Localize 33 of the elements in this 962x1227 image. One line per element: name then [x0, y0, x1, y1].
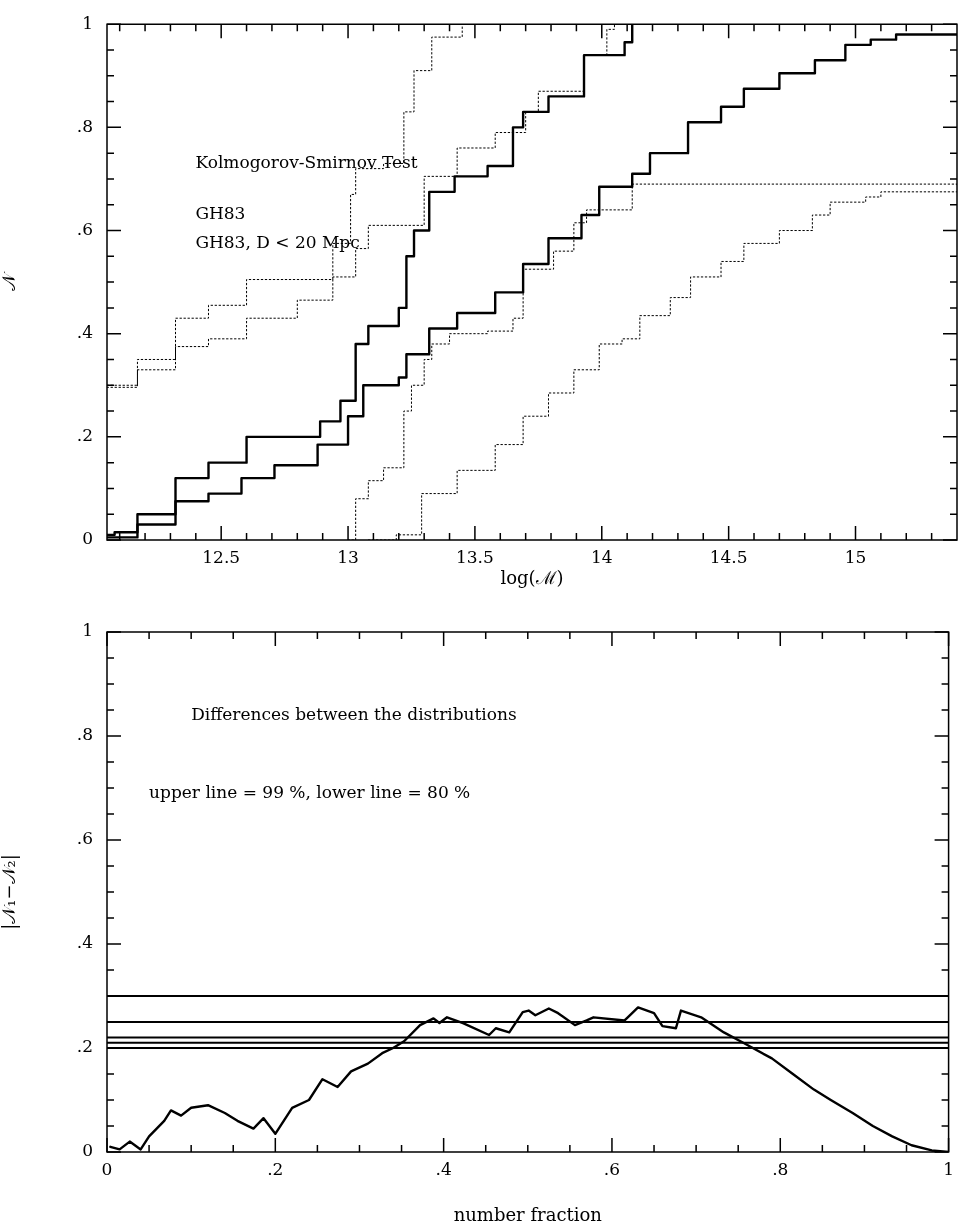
annotation: GH83: [195, 203, 246, 224]
x-tick-label: .8: [772, 1158, 789, 1179]
y-tick-label: 1: [82, 12, 93, 33]
x-tick-label: .2: [267, 1158, 284, 1179]
y-tick-label: .8: [76, 115, 93, 136]
y-tick-label: .2: [76, 1036, 93, 1057]
y-tick-label: .2: [76, 425, 93, 446]
x-axis-title: log(ℳ): [500, 566, 564, 588]
x-axis-title: number fraction: [453, 1203, 603, 1225]
y-tick-label: 0: [82, 1140, 93, 1161]
y-tick-label: 0: [82, 528, 93, 549]
annotation: GH83, D < 20 Mpc: [195, 231, 360, 252]
y-tick-label: .4: [76, 322, 93, 343]
y-axis-title: |𝒩₁−𝒩₂|: [0, 854, 21, 930]
y-axis-title: 𝒩: [0, 270, 20, 291]
x-tick-label: 14.5: [709, 546, 748, 567]
y-tick-label: .6: [76, 218, 93, 239]
x-tick-label: 12.5: [202, 546, 241, 567]
y-tick-label: .8: [76, 724, 93, 745]
y-tick-label: .4: [76, 932, 93, 953]
y-tick-label: .6: [76, 828, 93, 849]
x-tick-label: .6: [603, 1158, 621, 1179]
x-tick-label: .4: [435, 1158, 452, 1179]
x-tick-label: 0: [101, 1158, 113, 1179]
x-tick-label: 13.5: [455, 546, 494, 567]
x-tick-label: 14: [590, 546, 613, 567]
x-tick-label: 13: [337, 546, 359, 567]
x-tick-label: 1: [943, 1158, 955, 1179]
y-tick-label: 1: [82, 620, 93, 641]
annotation: Differences between the distributions: [191, 703, 517, 724]
annotation: Kolmogorov-Smirnov Test: [195, 151, 418, 172]
annotation: upper line = 99 %, lower line = 80 %: [149, 781, 471, 802]
x-tick-label: 15: [844, 546, 867, 567]
